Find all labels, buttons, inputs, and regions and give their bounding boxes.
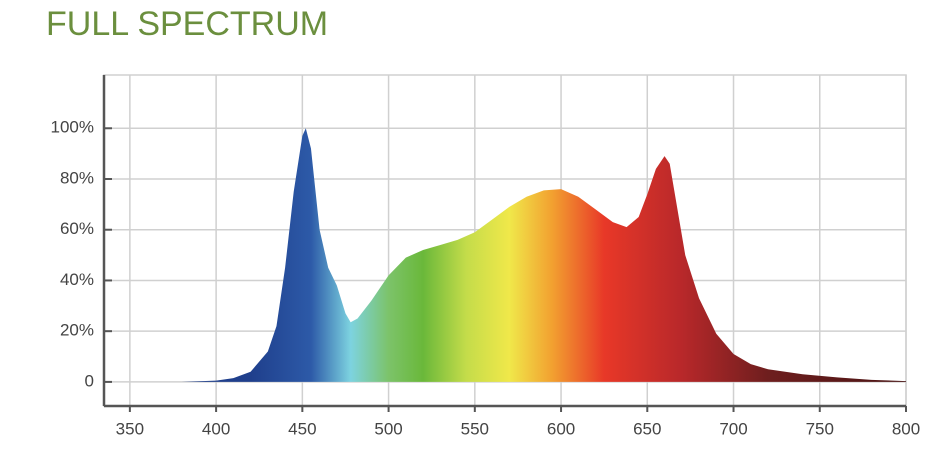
x-tick-label: 800 [892,419,920,438]
chart-title: FULL SPECTRUM [46,5,328,43]
x-tick-label: 750 [806,419,834,438]
x-tick-label: 650 [633,419,661,438]
x-tick-label: 550 [461,419,489,438]
y-tick-label: 80% [60,168,94,187]
x-tick-label: 600 [547,419,575,438]
spectrum-area [181,128,906,382]
x-tick-label: 350 [116,419,144,438]
x-tick-label: 450 [288,419,316,438]
y-tick-label: 40% [60,270,94,289]
x-tick-label: 500 [374,419,402,438]
y-tick-label: 20% [60,321,94,340]
y-tick-label: 60% [60,219,94,238]
x-tick-label: 400 [202,419,230,438]
y-tick-label: 0 [85,371,94,390]
x-tick-label: 700 [719,419,747,438]
y-tick-label: 100% [51,118,94,137]
